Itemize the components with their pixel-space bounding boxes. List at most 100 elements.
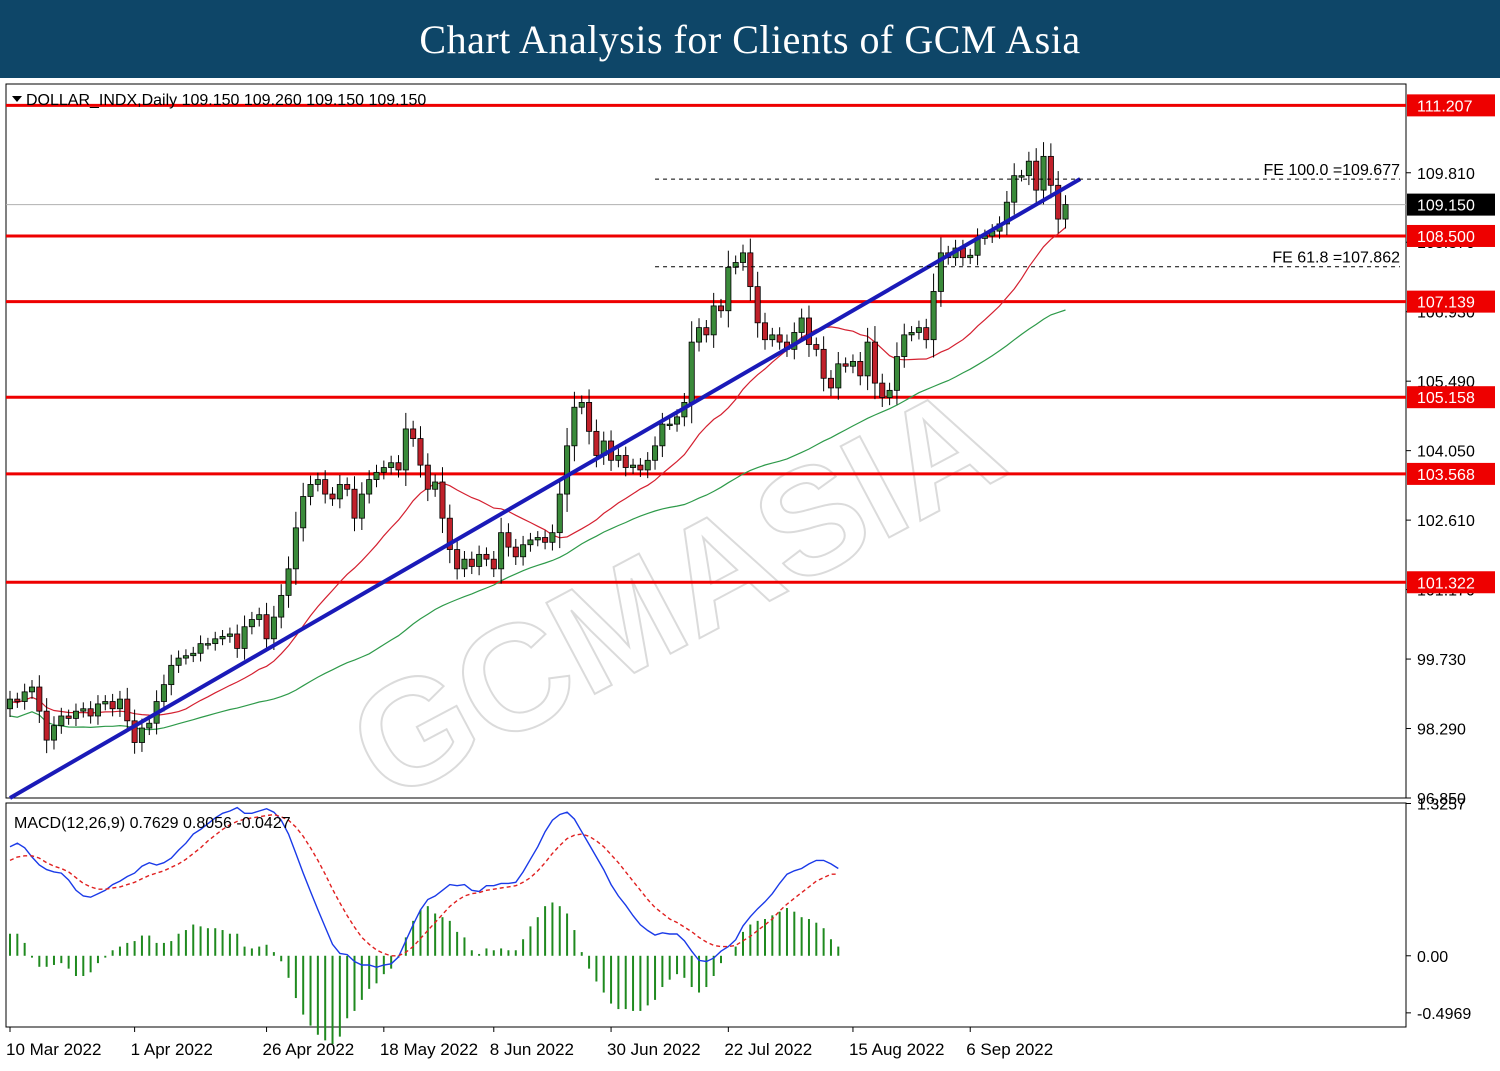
candle [1003, 190, 1010, 236]
price-tick-label: 96.850 [1417, 791, 1466, 808]
candle [747, 238, 754, 301]
candle-body [827, 377, 834, 389]
candle [94, 695, 101, 725]
candle-body [351, 488, 358, 519]
candle-body [937, 252, 944, 292]
candle [622, 446, 629, 477]
candle-body [417, 438, 424, 466]
candle [1025, 151, 1032, 186]
candle-body [454, 549, 461, 570]
macd-line [9, 806, 839, 969]
candle [505, 523, 512, 557]
candle-body [571, 406, 578, 447]
candle-body [50, 725, 57, 741]
candle-body [116, 698, 123, 710]
candle-body [879, 382, 886, 398]
candle-body [534, 537, 541, 541]
level-badge-label: 108.500 [1417, 229, 1475, 246]
candle-body [857, 360, 864, 377]
candle [439, 467, 446, 534]
candle [549, 524, 556, 551]
candle [322, 470, 329, 504]
candle-body [14, 698, 21, 702]
candle-body [725, 266, 732, 312]
candle-body [842, 363, 849, 367]
candle [307, 475, 314, 506]
candle-body [901, 334, 908, 357]
candle [102, 695, 109, 711]
candle-body [219, 635, 226, 640]
candle-body [432, 481, 439, 490]
level-badge-label: 105.158 [1417, 390, 1475, 407]
candle-body [160, 684, 167, 702]
candle-body [358, 493, 365, 519]
candle-body [212, 638, 219, 645]
candle-body [637, 464, 644, 471]
candle [908, 326, 915, 342]
candle [967, 248, 974, 265]
candle [893, 342, 900, 405]
candle-body [754, 286, 761, 324]
page-title: Chart Analysis for Clients of GCM Asia [419, 16, 1081, 62]
candle-body [182, 655, 189, 659]
date-label: 18 May 2022 [380, 1040, 478, 1059]
candle-body [915, 327, 922, 333]
candle-body [256, 614, 263, 620]
candle-body [820, 348, 827, 379]
level-badge [1407, 224, 1495, 247]
candle [131, 709, 138, 754]
macd-tick-label: 1.3257 [1417, 796, 1466, 813]
candle [923, 318, 930, 349]
level-badge [1407, 462, 1495, 485]
candle-body [586, 402, 593, 432]
candle [388, 455, 395, 475]
candle-body [58, 715, 65, 727]
candle [124, 687, 131, 733]
candle [1047, 143, 1054, 199]
candle-body [578, 402, 585, 408]
candle [527, 532, 534, 552]
candle-body [761, 322, 768, 341]
candle-body [718, 305, 725, 312]
candle-body [366, 479, 373, 495]
candle-body [1047, 155, 1054, 186]
candle [710, 292, 717, 348]
symbol-line: DOLLAR_INDX,Daily 109.150 109.260 109.15… [26, 92, 426, 109]
candle-body [556, 493, 563, 534]
trendline [8, 177, 1082, 800]
candle-body [688, 341, 695, 403]
date-label: 8 Jun 2022 [490, 1040, 574, 1059]
candle-body [72, 710, 79, 719]
candle [7, 690, 13, 717]
candle [571, 391, 578, 462]
macd-tick-label: -0.4969 [1417, 1006, 1471, 1023]
candle-body [373, 471, 380, 480]
candle-body [908, 332, 915, 336]
candle-body [307, 484, 314, 497]
candle-body [967, 254, 974, 259]
date-label: 30 Jun 2022 [607, 1040, 701, 1059]
candle-body [28, 686, 35, 693]
candle [72, 703, 79, 726]
candle-body [549, 532, 556, 543]
candle [564, 427, 571, 512]
candle [300, 482, 307, 542]
candle-body [131, 720, 138, 743]
candle [226, 627, 233, 643]
candle [769, 327, 776, 347]
candle [80, 702, 87, 718]
candle-body [278, 594, 285, 618]
candle-body [7, 698, 13, 710]
symbol-dropdown-icon[interactable] [12, 96, 22, 102]
candle [351, 476, 358, 532]
current-price-badge [1407, 193, 1495, 216]
candle [366, 470, 373, 504]
candle [637, 458, 644, 477]
candle-body [527, 539, 534, 546]
candle [813, 337, 820, 357]
candle [630, 458, 637, 474]
candle-body [805, 317, 812, 345]
candle-body [402, 428, 409, 471]
candle [160, 674, 167, 712]
